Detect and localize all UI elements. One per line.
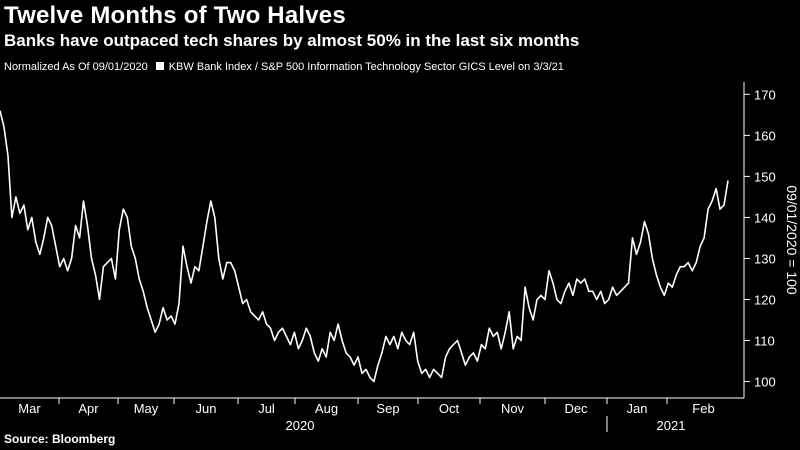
y-axis-title: 09/01/2020 = 100	[784, 185, 800, 295]
x-axis-ticks: Mar Apr May Jun Jul Aug Sep Oct Nov Dec Jan Feb	[18, 398, 715, 416]
x-tick-label: Oct	[439, 401, 460, 416]
series-line	[0, 110, 729, 383]
x-tick-label: Mar	[18, 401, 41, 416]
y-axis-ticks: 100 110 120 130 140 150 160 170	[744, 87, 776, 390]
legend: Normalized As Of 09/01/2020 KBW Bank Inde…	[4, 61, 564, 73]
x-tick-label: Jan	[627, 401, 648, 416]
y-tick-label: 120	[754, 293, 776, 308]
x-tick-label: Feb	[692, 401, 714, 416]
y-tick-label: 100	[754, 375, 776, 390]
y-tick-label: 130	[754, 251, 776, 266]
chart-title: Twelve Months of Two Halves	[4, 2, 346, 29]
source-note: Source: Bloomberg	[4, 432, 116, 446]
y-tick-label: 160	[754, 128, 776, 143]
y-tick-label: 150	[754, 169, 776, 184]
year-label-2020: 2020	[286, 418, 315, 433]
year-label-2021: 2021	[657, 418, 686, 433]
legend-series-label: KBW Bank Index / S&P 500 Information Tec…	[168, 61, 564, 73]
x-tick-label: Jun	[196, 401, 217, 416]
plot-area	[0, 110, 729, 383]
chart-subtitle: Banks have outpaced tech shares by almos…	[4, 31, 580, 50]
x-tick-label: Dec	[564, 401, 588, 416]
y-tick-label: 170	[754, 87, 776, 102]
x-tick-label: Jul	[258, 401, 275, 416]
legend-swatch	[155, 62, 164, 70]
x-tick-label: Sep	[376, 401, 399, 416]
x-tick-label: Apr	[78, 401, 99, 416]
y-tick-label: 140	[754, 210, 776, 225]
x-tick-label: Nov	[501, 401, 525, 416]
normalized-note: Normalized As Of 09/01/2020	[4, 61, 148, 73]
x-tick-label: Aug	[315, 401, 338, 416]
y-tick-label: 110	[754, 334, 775, 349]
x-tick-label: May	[134, 401, 159, 416]
